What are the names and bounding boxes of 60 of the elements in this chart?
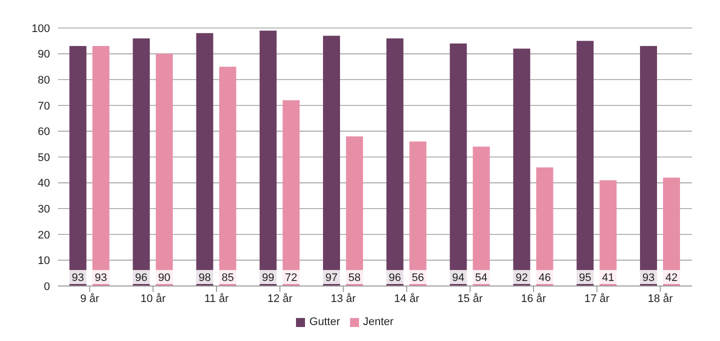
data-label: 54: [475, 272, 488, 284]
legend-label: Jenter: [363, 316, 394, 328]
data-label: 97: [325, 272, 338, 284]
x-tick-label: 10 år: [140, 292, 166, 305]
data-label: 96: [135, 272, 148, 284]
data-label: 93: [72, 272, 84, 284]
data-label: 94: [452, 272, 464, 284]
y-tick-label: 30: [38, 204, 50, 216]
data-label: 99: [262, 272, 274, 284]
x-tick-label: 12 år: [267, 292, 293, 305]
x-tick-label: 14 år: [394, 292, 420, 305]
y-tick-label: 50: [38, 152, 50, 164]
data-label: 93: [94, 272, 108, 284]
y-tick-label: 90: [38, 48, 50, 61]
bar: [196, 33, 214, 286]
x-tick-label: 17 år: [584, 292, 610, 305]
y-tick-label: 60: [38, 126, 50, 138]
y-tick-label: 0: [44, 280, 50, 293]
bar: [69, 46, 86, 286]
data-label: 85: [222, 272, 234, 284]
bar: [513, 48, 530, 286]
data-label: 93: [642, 272, 655, 284]
bar: [386, 38, 404, 286]
data-label: 41: [602, 272, 614, 284]
bar: [219, 66, 236, 286]
bar: [132, 38, 150, 286]
bar: [576, 40, 594, 286]
y-tick-label: 70: [38, 100, 50, 112]
data-label: 95: [578, 272, 592, 284]
data-label: 46: [538, 272, 551, 284]
x-tick-label: 18 år: [648, 292, 674, 305]
y-tick-label: 40: [38, 178, 50, 190]
bar: [323, 36, 340, 286]
bar: [92, 46, 110, 286]
bar: [409, 142, 426, 286]
x-tick-label: 16 år: [520, 292, 546, 305]
data-label: 72: [284, 272, 298, 284]
data-label: 98: [198, 272, 211, 284]
data-label: 58: [348, 272, 361, 284]
x-tick-label: 11 år: [204, 292, 229, 305]
data-label: 90: [158, 272, 170, 284]
bar: [156, 54, 173, 286]
bar: [640, 46, 658, 286]
data-label: 56: [412, 272, 424, 284]
x-tick-label: 13 år: [330, 292, 356, 305]
bar: [282, 100, 300, 286]
x-tick-label: 15 år: [458, 292, 483, 305]
y-tick-label: 20: [38, 229, 50, 242]
y-tick-label: 100: [32, 22, 50, 35]
y-tick-label: 80: [38, 74, 50, 87]
bar: [472, 146, 490, 286]
legend-label: Gutter: [309, 316, 340, 328]
bar: [346, 136, 364, 286]
x-tick-label: 9 år: [80, 292, 100, 305]
bar: [450, 43, 467, 286]
y-tick-label: 10: [38, 255, 50, 268]
bar: [260, 30, 277, 286]
data-label: 92: [516, 272, 528, 284]
data-label: 96: [388, 272, 402, 284]
data-label: 42: [665, 272, 678, 284]
